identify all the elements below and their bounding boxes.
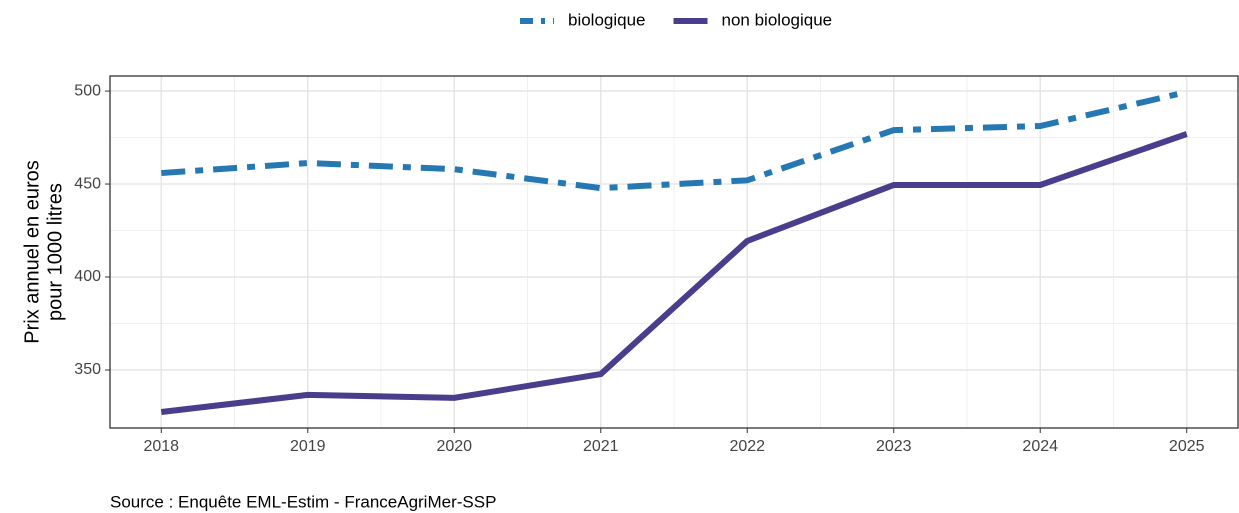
plot-frame xyxy=(109,75,1239,429)
y-tick-label: 450 xyxy=(74,175,101,192)
y-tick-label: 350 xyxy=(74,361,101,378)
y-tick-label: 500 xyxy=(74,82,101,99)
legend-label: non biologique xyxy=(722,10,833,29)
y-axis-label: pour 1000 litres xyxy=(44,183,66,321)
x-tick-label: 2023 xyxy=(876,438,912,455)
legend-label: biologique xyxy=(568,10,646,29)
x-tick-label: 2018 xyxy=(143,438,179,455)
x-tick-label: 2020 xyxy=(436,438,472,455)
line xyxy=(160,131,1188,415)
line xyxy=(161,89,1188,192)
x-tick-label: 2025 xyxy=(1169,438,1205,455)
caption: Source : Enquête EML-Estim - FranceAgriM… xyxy=(110,492,496,511)
y-axis-label: Prix annuel en euros xyxy=(21,160,43,343)
x-tick-label: 2021 xyxy=(583,438,619,455)
x-tick-label: 2019 xyxy=(290,438,326,455)
x-tick-label: 2024 xyxy=(1022,438,1058,455)
x-tick-label: 2022 xyxy=(729,438,765,455)
y-tick-label: 400 xyxy=(74,268,101,285)
